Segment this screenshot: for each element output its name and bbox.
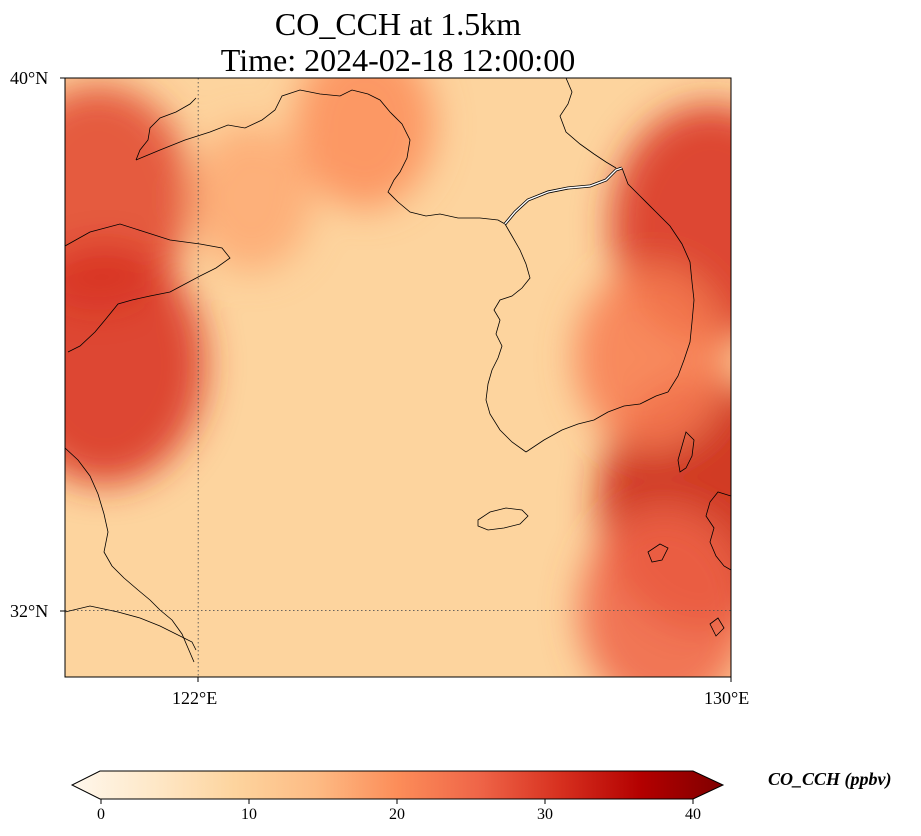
coastline-liaodong-west (135, 97, 197, 161)
border-north-korea-inner (504, 167, 623, 225)
concentration-field (65, 78, 731, 677)
colorbar-label: CO_CCH (ppbv) (768, 769, 892, 789)
concentration-region-6 (575, 266, 728, 449)
island-south (709, 617, 725, 637)
concentration-region-5 (190, 124, 313, 271)
coastline-bohai-north (135, 89, 506, 225)
coastline-korea-northeast (559, 78, 617, 169)
colorbar-body (70, 770, 725, 800)
map-subtitle-time: Time: 2024-02-18 12:00:00 (220, 42, 576, 78)
colorbar-ticks (100, 799, 694, 804)
coastline-kyushu (705, 491, 731, 571)
concentration-region-1 (65, 244, 205, 485)
lon-tick-label-130: 130°E (704, 688, 750, 708)
island-tsushima (677, 431, 695, 473)
island-jeju (477, 507, 529, 531)
coastlines (65, 78, 731, 663)
coastline-korea-east (621, 167, 695, 393)
colorbar-tick-20: 20 (389, 806, 405, 823)
gridlines (65, 78, 731, 677)
map-title: CO_CCH at 1.5km (274, 6, 522, 42)
coastline-shandong (65, 223, 231, 353)
concentration-region-4 (294, 78, 435, 209)
coastline-korea-west (485, 223, 531, 453)
island-goto (647, 543, 669, 563)
concentration-region-7 (579, 508, 731, 677)
lon-tick-label-122: 122°E (172, 688, 218, 708)
coastline-yangtze (65, 605, 197, 651)
colorbar-tick-10: 10 (241, 806, 257, 823)
colorbar-tick-40: 40 (685, 806, 701, 823)
lat-tick-label-32: 32°N (10, 601, 49, 621)
lat-tick-label-40: 40°N (10, 68, 49, 88)
colorbar-tick-0: 0 (97, 806, 105, 823)
map-frame (64, 77, 732, 678)
coastline-china-east (65, 447, 195, 663)
axis-ticks (60, 77, 732, 682)
coastline-korea-south (525, 391, 669, 453)
colorbar-tick-30: 30 (537, 806, 553, 823)
